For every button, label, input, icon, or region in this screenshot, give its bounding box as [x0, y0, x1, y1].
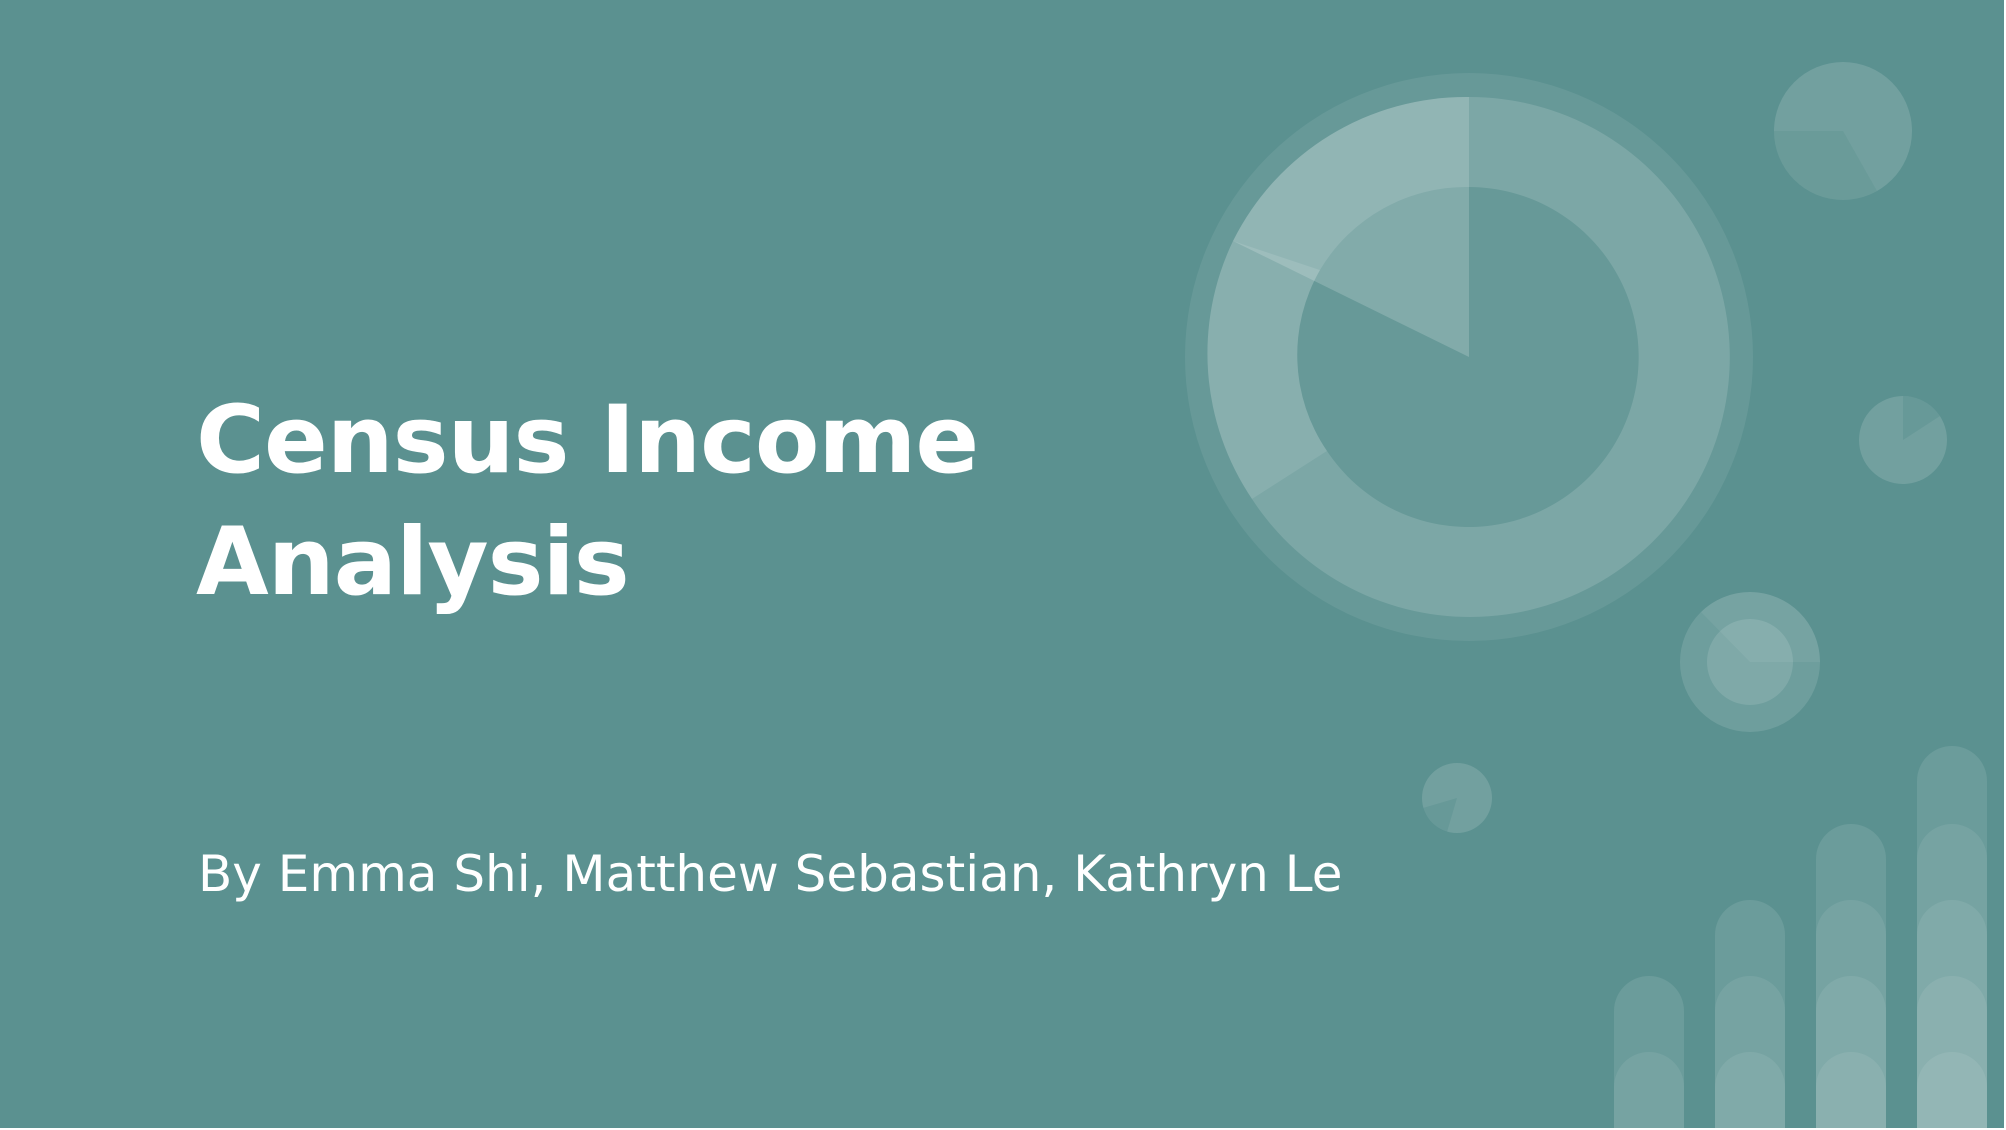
slide-title-line-2: Analysis: [196, 508, 630, 617]
small-pie-chart-icon: [1774, 62, 1912, 200]
tiny-pie-chart-icon: [1859, 395, 1947, 484]
tiny-pie-chart-icon: [1422, 763, 1492, 833]
slide-subtitle: By Emma Shi, Matthew Sebastian, Kathryn …: [198, 845, 1343, 903]
ring-pie-chart-icon: [1680, 591, 1820, 732]
bar-chart-icon: [1614, 746, 1987, 1128]
slide-title-line-1: Census Income: [196, 386, 979, 495]
slide-title: Census Income Analysis: [196, 380, 979, 624]
large-donut-chart-icon: [1185, 73, 1753, 641]
